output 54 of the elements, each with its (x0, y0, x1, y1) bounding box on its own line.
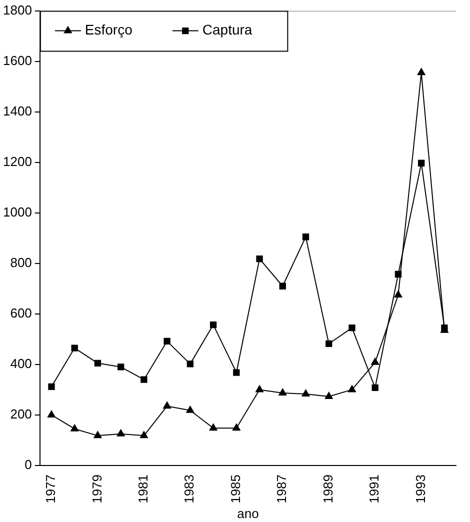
y-tick-label: 800 (10, 254, 32, 270)
point (70, 424, 79, 432)
x-tick-label: 1989 (320, 474, 336, 504)
x-tick-label: 1979 (89, 474, 104, 504)
point (256, 385, 264, 392)
point (233, 369, 240, 376)
y-tick-label: 200 (10, 406, 32, 422)
point (278, 388, 287, 396)
x-tick-label: 1983 (182, 474, 197, 504)
point (418, 160, 425, 166)
x-tick-label: 1991 (366, 474, 382, 504)
x-tick-label: 1987 (274, 474, 290, 504)
y-tick-label: 1000 (3, 204, 32, 220)
point (48, 383, 55, 390)
y-tick-label: 400 (10, 356, 32, 372)
point (348, 324, 356, 332)
x-tick-label: 1977 (43, 474, 58, 504)
x-axis-title: ano (237, 506, 259, 521)
y-tick-label: 600 (10, 306, 32, 320)
x-tick-label: 1993 (412, 474, 428, 504)
point (71, 344, 78, 352)
y-tick-label: 1200 (3, 154, 32, 169)
point (256, 256, 263, 262)
point (117, 364, 124, 370)
y-tick-label: 1400 (3, 103, 32, 118)
point (164, 338, 170, 345)
y-tick-label: 0 (24, 457, 32, 472)
legend-label: Esforço (84, 22, 133, 38)
point (48, 410, 56, 418)
point (186, 406, 194, 413)
point (348, 385, 356, 392)
point (140, 431, 148, 438)
point (94, 360, 102, 367)
point (279, 282, 286, 290)
point (116, 429, 125, 436)
point (140, 376, 148, 383)
point (232, 424, 240, 431)
point (209, 424, 218, 431)
point (186, 360, 194, 368)
point (302, 234, 310, 240)
point (302, 389, 310, 396)
point (94, 431, 102, 438)
legend-label: Captura (202, 22, 252, 38)
point (326, 340, 332, 348)
y-tick-label: 1600 (3, 52, 32, 68)
y-tick-label: 1800 (3, 2, 32, 18)
x-tick-label: 1985 (228, 474, 243, 504)
point (371, 358, 380, 365)
point (324, 392, 333, 400)
point (394, 290, 402, 298)
point (372, 384, 378, 392)
point (163, 402, 172, 409)
x-tick-label: 1981 (136, 474, 151, 504)
point (210, 321, 217, 328)
